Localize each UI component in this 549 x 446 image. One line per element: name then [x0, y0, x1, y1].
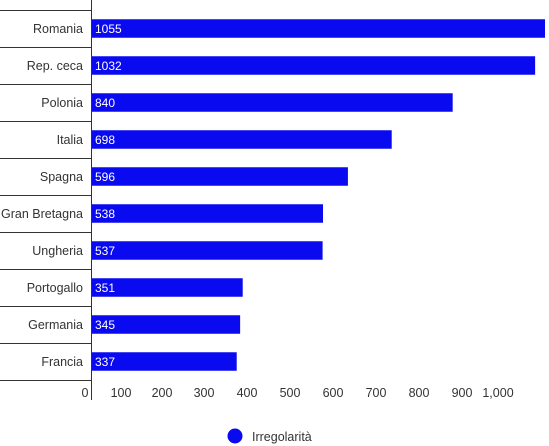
- bar[interactable]: [92, 241, 323, 260]
- bar-value-label: 1055: [95, 22, 122, 36]
- legend[interactable]: Irregolarità: [227, 428, 312, 445]
- bar-value-label: 698: [95, 133, 115, 147]
- category-label: Gran Bretagna: [1, 207, 83, 221]
- bar-value-label: 596: [95, 170, 115, 184]
- category-label: Rep. ceca: [27, 59, 83, 73]
- bar[interactable]: [92, 352, 237, 371]
- bar[interactable]: [92, 93, 453, 112]
- bars: [92, 19, 545, 371]
- category-label: Spagna: [40, 170, 83, 184]
- data-labels: 1055 1032 840 698 596 538 537 351 345 337: [95, 22, 122, 369]
- category-label: Portogallo: [27, 281, 83, 295]
- bar-value-label: 1032: [95, 59, 122, 73]
- x-tick-label: 800: [409, 386, 430, 400]
- category-label: Italia: [57, 133, 83, 147]
- category-label: Ungheria: [32, 244, 83, 258]
- x-tick-label: 600: [323, 386, 344, 400]
- bar-value-label: 538: [95, 207, 115, 221]
- bar-value-label: 840: [95, 96, 115, 110]
- bar-value-label: 537: [95, 244, 115, 258]
- bar[interactable]: [92, 56, 536, 75]
- x-tick-label: 700: [366, 386, 387, 400]
- bar-value-label: 351: [95, 281, 115, 295]
- bar[interactable]: [92, 278, 243, 297]
- row-separators: [0, 10, 92, 381]
- x-axis-tick-labels: 0 100 200 300 400 500 600 700 800 900 1,000: [82, 386, 514, 400]
- x-tick-label: 1,000: [482, 386, 513, 400]
- x-tick-label: 400: [237, 386, 258, 400]
- x-tick-label: 100: [111, 386, 132, 400]
- bar[interactable]: [92, 130, 392, 149]
- category-labels: Romania Rep. ceca Polonia Italia Spagna Gran …: [1, 22, 83, 369]
- bar[interactable]: [92, 19, 545, 38]
- x-tick-label: 300: [194, 386, 215, 400]
- bar[interactable]: [92, 204, 324, 223]
- legend-marker-icon: [227, 428, 243, 444]
- x-tick-label: 200: [152, 386, 173, 400]
- x-tick-label: 500: [280, 386, 301, 400]
- legend-label: Irregolarità: [252, 430, 312, 444]
- bar[interactable]: [92, 167, 348, 186]
- x-tick-label: 0: [82, 386, 89, 400]
- category-label: Francia: [41, 355, 83, 369]
- category-label: Romania: [33, 22, 83, 36]
- bar[interactable]: [92, 315, 241, 334]
- category-label: Polonia: [41, 96, 83, 110]
- bar-value-label: 337: [95, 355, 115, 369]
- x-tick-label: 900: [452, 386, 473, 400]
- category-label: Germania: [28, 318, 83, 332]
- bar-value-label: 345: [95, 318, 115, 332]
